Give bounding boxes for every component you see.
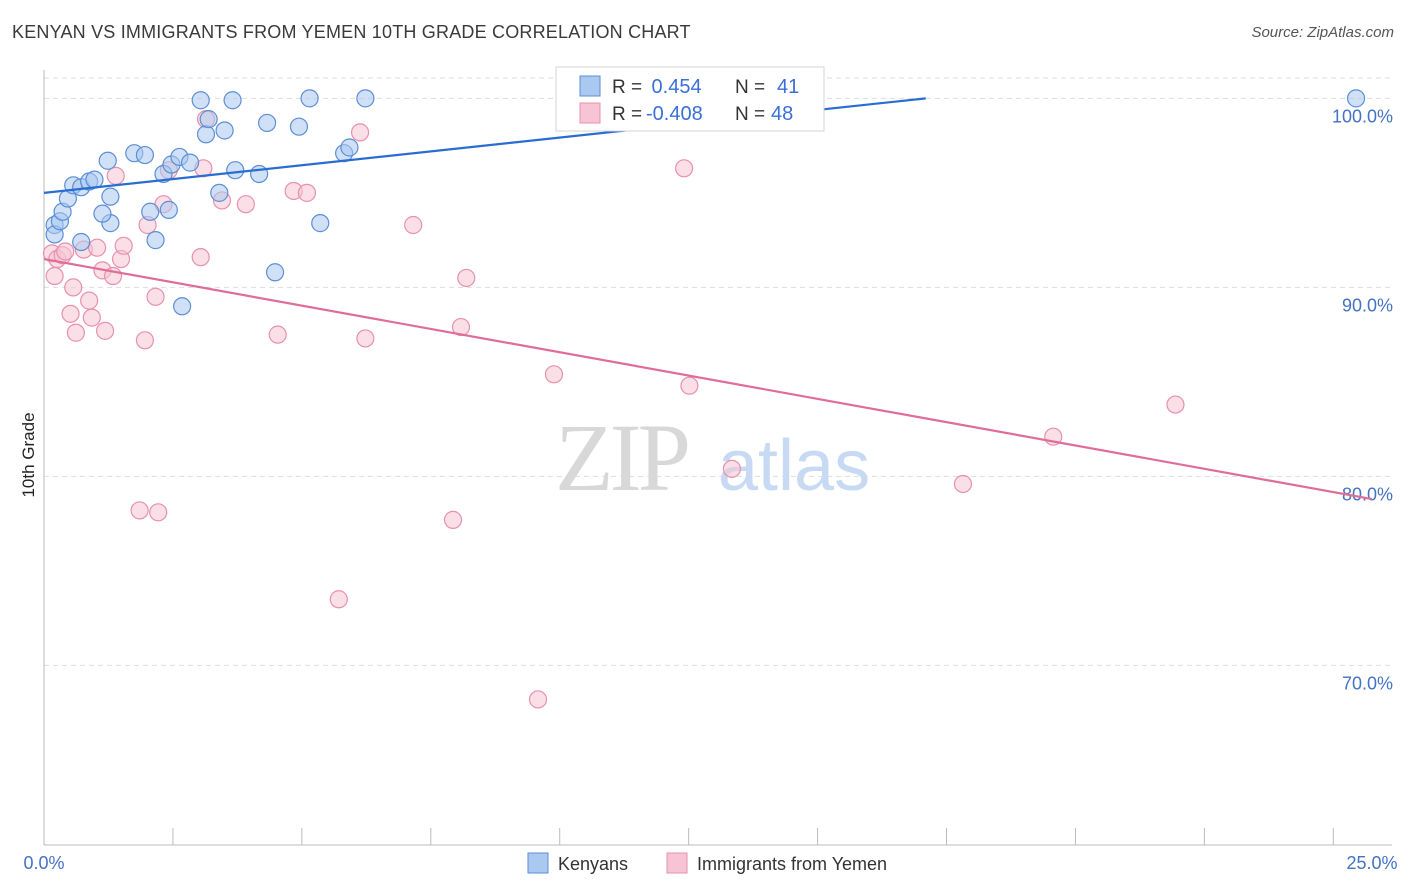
point-kenyans-24 [223, 91, 242, 110]
point-kenyans-14 [146, 231, 165, 250]
point-yemen-4 [61, 304, 80, 323]
point-kenyans-34 [340, 138, 359, 157]
point-yemen-33 [350, 123, 370, 142]
point-kenyans-29 [265, 263, 285, 282]
bottom-legend-swatch-yemen[interactable] [666, 852, 688, 874]
point-kenyans-38 [72, 232, 91, 252]
bottom-legend-label-yemen[interactable]: Immigrants from Yemen [697, 854, 887, 874]
legend-n-value-kenyans: 41 [777, 76, 799, 98]
point-kenyans-12 [135, 145, 155, 165]
y-axis-label: 10th Grade [19, 412, 38, 497]
point-yemen-38 [457, 268, 476, 288]
point-yemen-40 [544, 365, 564, 384]
y-tick-label-90: 90.0% [1342, 295, 1393, 315]
point-yemen-8 [80, 291, 99, 310]
series-kenyans [45, 89, 1366, 316]
series-yemen [42, 110, 1185, 709]
point-kenyans-8 [85, 170, 104, 189]
point-yemen-47 [56, 242, 75, 261]
point-kenyans-16 [159, 200, 178, 219]
point-kenyans-21 [196, 125, 216, 144]
y-tick-label-70: 70.0% [1342, 673, 1393, 693]
point-yemen-5 [64, 278, 83, 297]
point-kenyans-26 [215, 121, 234, 140]
point-yemen-14 [106, 166, 125, 185]
y-tick-label-80: 80.0% [1342, 484, 1393, 504]
point-kenyans-9 [98, 151, 117, 170]
bottom-legend-label-kenyans[interactable]: Kenyans [558, 854, 628, 874]
point-yemen-18 [135, 331, 155, 350]
y-tick-labels: 100.0% 90.0% 80.0% 70.0% [1332, 106, 1393, 693]
watermark: ZIP atlas [555, 404, 870, 511]
point-kenyans-27 [250, 164, 269, 184]
point-yemen-1 [45, 266, 64, 286]
point-kenyans-19 [180, 153, 200, 172]
point-kenyans-31 [300, 89, 319, 108]
legend-r-label-kenyans: R = [612, 77, 642, 98]
grid-lines [44, 77, 1392, 666]
legend-r-label-yemen: R = [612, 104, 642, 125]
point-yemen-35 [404, 215, 423, 235]
point-kenyans-28 [258, 113, 277, 133]
point-kenyans-23 [210, 183, 229, 202]
point-yemen-20 [146, 287, 165, 306]
series-legend: Kenyans Immigrants from Yemen [527, 852, 887, 874]
stats-legend: R = 0.454 N = 41 R = -0.408 N = 48 [555, 66, 825, 132]
legend-swatch-kenyans [579, 75, 601, 97]
trend-line-kenyans-ext [926, 52, 1356, 98]
point-yemen-24 [191, 248, 210, 267]
point-kenyans-40 [1346, 89, 1366, 108]
axes [43, 70, 1392, 846]
legend-r-value-yemen: -0.408 [646, 103, 703, 125]
bottom-legend-swatch-kenyans[interactable] [527, 852, 549, 874]
point-yemen-43 [722, 459, 742, 478]
point-yemen-34 [356, 329, 375, 348]
legend-n-value-yemen: 48 [771, 103, 793, 125]
y-tick-label-100: 100.0% [1332, 106, 1393, 126]
point-yemen-16 [114, 236, 133, 255]
point-yemen-9 [82, 308, 101, 327]
point-yemen-36 [443, 510, 463, 529]
point-yemen-32 [329, 590, 348, 609]
stats-legend-box [555, 66, 825, 132]
point-kenyans-10 [101, 187, 120, 206]
x-tick-label-max: 25.0% [1346, 853, 1397, 873]
point-yemen-17 [130, 501, 149, 520]
point-kenyans-22 [199, 110, 218, 129]
legend-n-label-yemen: N = [735, 104, 765, 125]
source-label: Source: ZipAtlas.com [1251, 24, 1394, 41]
point-kenyans-35 [356, 89, 375, 108]
point-yemen-46 [1166, 395, 1185, 414]
legend-n-label-kenyans: N = [735, 77, 765, 98]
watermark-atlas: atlas [718, 426, 870, 506]
trend-line-yemen [43, 257, 1373, 501]
chart-title: KENYAN VS IMMIGRANTS FROM YEMEN 10TH GRA… [12, 22, 691, 42]
point-yemen-21 [149, 503, 168, 522]
point-yemen-42 [680, 376, 699, 395]
point-kenyans-39 [173, 297, 192, 316]
point-kenyans-30 [289, 117, 309, 136]
point-yemen-6 [66, 323, 85, 342]
point-yemen-37 [451, 317, 471, 337]
point-kenyans-13 [141, 202, 160, 221]
point-kenyans-37 [93, 204, 112, 223]
legend-r-value-kenyans: 0.454 [646, 76, 702, 98]
point-yemen-44 [953, 474, 973, 494]
point-yemen-10 [88, 238, 107, 257]
legend-swatch-yemen [579, 102, 601, 124]
point-yemen-12 [95, 321, 115, 340]
point-kenyans-32 [311, 214, 330, 233]
point-yemen-39 [528, 690, 548, 709]
point-yemen-28 [236, 195, 255, 214]
watermark-zip: ZIP [555, 404, 688, 511]
x-tick-label-min: 0.0% [23, 853, 64, 873]
point-kenyans-20 [191, 91, 210, 110]
x-ticks [43, 828, 1334, 845]
point-yemen-29 [268, 325, 287, 344]
point-yemen-31 [297, 183, 317, 202]
point-yemen-41 [674, 159, 694, 178]
point-kenyans-25 [226, 161, 245, 180]
